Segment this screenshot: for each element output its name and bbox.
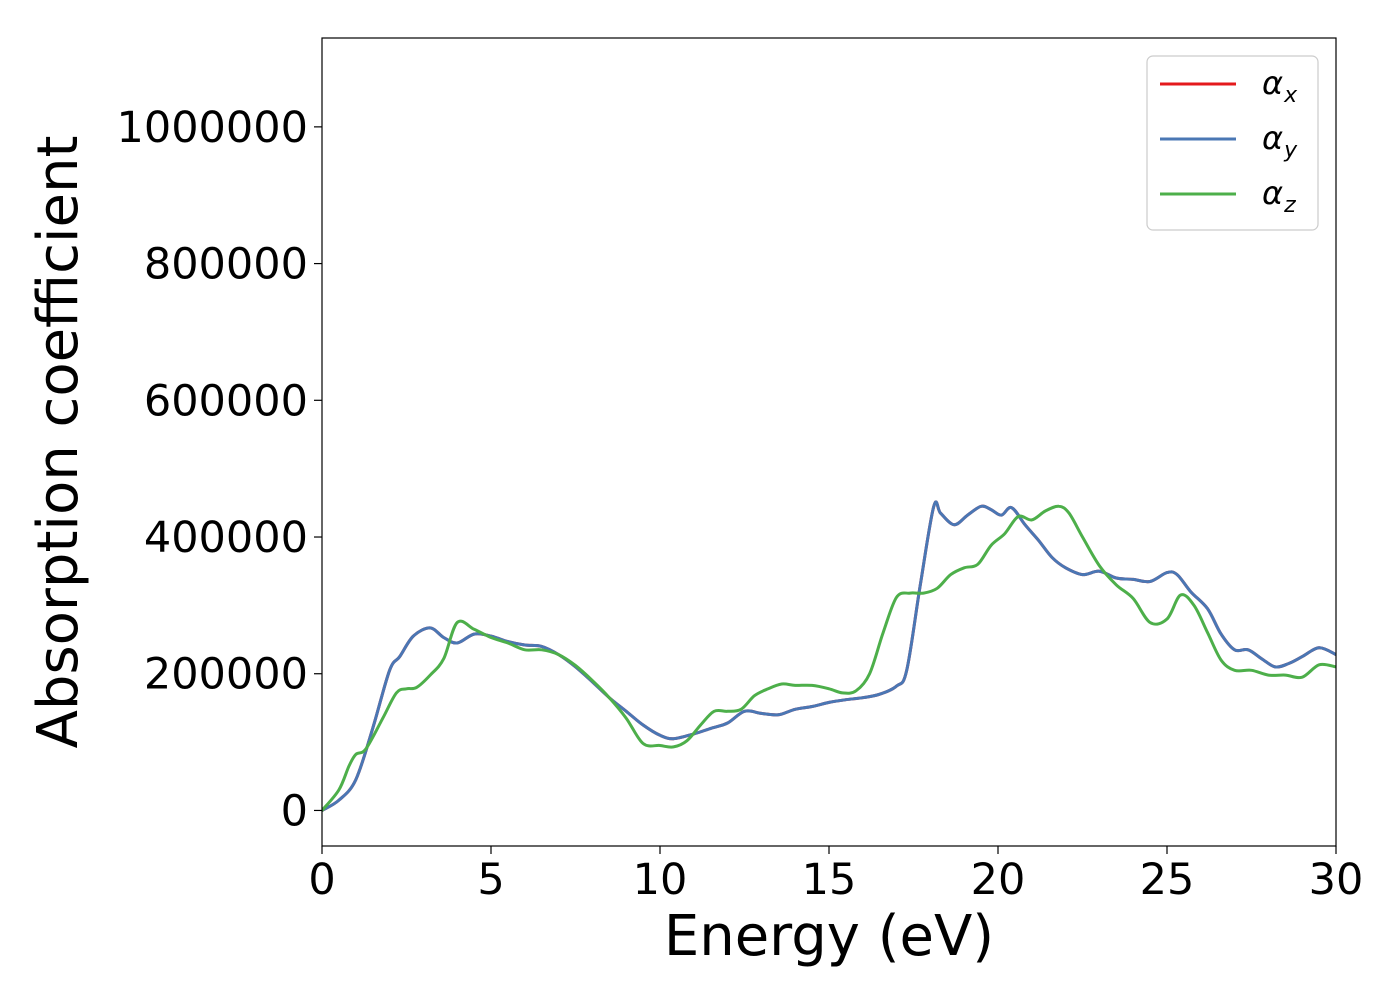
x-tick-label: 0: [308, 855, 335, 905]
y-tick-label: 1000000: [116, 103, 308, 153]
y-tick-label: 800000: [144, 240, 308, 290]
series-line-y: [322, 500, 1336, 812]
series-line-z: [322, 504, 1336, 812]
legend-label-x: αx: [1262, 64, 1298, 108]
series-group: [322, 500, 1336, 812]
x-axis: 0 5 10 15 20 25 30: [308, 846, 1363, 905]
y-axis: 0 200000 400000 600000 800000 1000000: [116, 103, 322, 836]
y-tick-label: 200000: [144, 650, 308, 700]
legend-label-y: αy: [1262, 119, 1298, 163]
x-tick-label: 20: [971, 855, 1026, 905]
x-tick-label: 25: [1140, 855, 1195, 905]
legend-box: [1146, 55, 1319, 231]
y-axis-label: Absorption coefficient: [26, 136, 91, 749]
x-axis-label: Energy (eV): [664, 904, 994, 969]
x-tick-label: 15: [802, 855, 857, 905]
y-tick-label: 0: [281, 786, 308, 836]
x-tick-label: 5: [477, 855, 504, 905]
legend: αx αy αz: [1146, 55, 1319, 231]
y-tick-label: 600000: [144, 376, 308, 426]
y-tick-label: 400000: [144, 513, 308, 563]
legend-label-z: αz: [1262, 174, 1296, 218]
x-tick-label: 30: [1309, 855, 1364, 905]
x-tick-label: 10: [633, 855, 688, 905]
